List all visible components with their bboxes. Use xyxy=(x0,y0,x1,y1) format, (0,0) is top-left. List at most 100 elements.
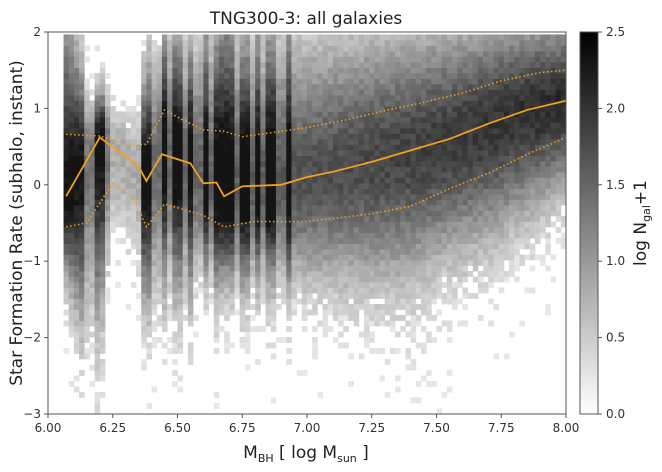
heatmap-cell xyxy=(322,78,329,85)
heatmap-cell xyxy=(395,303,401,310)
heatmap-cell xyxy=(410,358,417,365)
heatmap-cell xyxy=(452,138,458,145)
heatmap-cell xyxy=(431,193,437,200)
heatmap-cell xyxy=(332,287,339,294)
heatmap-cell xyxy=(208,204,215,211)
heatmap-cell xyxy=(374,265,380,272)
heatmap-cell xyxy=(218,133,225,140)
heatmap-cell xyxy=(317,155,323,162)
heatmap-cell xyxy=(483,210,489,217)
heatmap-cell xyxy=(89,292,96,299)
heatmap-cell xyxy=(332,50,339,57)
heatmap-cell xyxy=(457,243,463,250)
heatmap-cell xyxy=(182,210,189,217)
heatmap-cell xyxy=(379,50,386,57)
heatmap-cell xyxy=(73,270,80,277)
heatmap-cell xyxy=(224,210,230,217)
heatmap-cell xyxy=(239,138,246,145)
heatmap-cell xyxy=(503,210,510,217)
heatmap-cell xyxy=(338,276,344,283)
heatmap-cell xyxy=(410,155,417,162)
heatmap-cell xyxy=(255,215,261,222)
heatmap-cell xyxy=(415,199,422,206)
heatmap-cell xyxy=(415,232,422,239)
heatmap-cell xyxy=(363,116,370,123)
heatmap-cell xyxy=(363,144,370,151)
heatmap-cell xyxy=(89,281,96,288)
heatmap-cell xyxy=(420,171,427,178)
heatmap-cell xyxy=(462,83,468,90)
heatmap-cell xyxy=(545,265,551,272)
heatmap-cell xyxy=(198,259,204,266)
heatmap-cell xyxy=(146,204,152,211)
heatmap-cell xyxy=(156,248,163,255)
heatmap-cell xyxy=(141,243,147,250)
heatmap-cell xyxy=(374,254,380,261)
heatmap-cell xyxy=(84,144,90,151)
heatmap-cell xyxy=(84,336,90,343)
heatmap-cell xyxy=(167,265,173,272)
heatmap-cell xyxy=(286,182,292,189)
heatmap-cell xyxy=(172,226,178,233)
heatmap-cell xyxy=(213,204,220,211)
heatmap-cell xyxy=(477,193,484,200)
heatmap-cell xyxy=(193,193,199,200)
heatmap-cell xyxy=(462,94,468,101)
heatmap-cell xyxy=(244,248,251,255)
heatmap-cell xyxy=(441,122,448,129)
heatmap-cell xyxy=(338,298,344,305)
heatmap-cell xyxy=(187,94,194,101)
heatmap-cell xyxy=(301,160,308,167)
heatmap-cell xyxy=(255,34,261,41)
heatmap-cell xyxy=(99,276,106,283)
heatmap-cell xyxy=(94,292,101,299)
heatmap-cell xyxy=(358,331,365,338)
heatmap-cell xyxy=(483,56,489,63)
heatmap-cell xyxy=(115,171,121,178)
heatmap-cell xyxy=(452,188,458,195)
heatmap-cell xyxy=(519,116,525,123)
heatmap-cell xyxy=(301,325,308,332)
heatmap-cell xyxy=(363,342,370,349)
heatmap-cell xyxy=(363,232,370,239)
heatmap-cell xyxy=(327,166,334,173)
heatmap-cell xyxy=(172,336,178,343)
heatmap-cell xyxy=(270,342,277,349)
heatmap-cell xyxy=(327,287,334,294)
heatmap-cell xyxy=(94,369,101,376)
heatmap-cell xyxy=(327,226,334,233)
heatmap-cell xyxy=(79,149,85,156)
heatmap-cell xyxy=(322,56,329,63)
heatmap-cell xyxy=(203,94,209,101)
heatmap-cell xyxy=(218,122,225,129)
heatmap-cell xyxy=(317,199,323,206)
heatmap-cell xyxy=(94,364,101,371)
heatmap-cell xyxy=(363,298,370,305)
heatmap-cell xyxy=(452,166,458,173)
heatmap-cell xyxy=(146,259,152,266)
heatmap-cell xyxy=(104,133,111,140)
heatmap-cell xyxy=(327,292,334,299)
heatmap-cell xyxy=(488,193,494,200)
heatmap-cell xyxy=(73,34,80,41)
heatmap-cell xyxy=(457,320,463,327)
heatmap-cell xyxy=(498,265,505,272)
heatmap-cell xyxy=(110,111,116,118)
heatmap-cell xyxy=(457,281,463,288)
heatmap-cell xyxy=(493,226,500,233)
heatmap-cell xyxy=(89,254,96,261)
heatmap-cell xyxy=(462,144,468,151)
heatmap-cell xyxy=(73,342,80,349)
heatmap-cell xyxy=(151,166,158,173)
heatmap-cell xyxy=(120,144,127,151)
heatmap-cell xyxy=(203,78,209,85)
heatmap-cell xyxy=(99,320,106,327)
x-tick-label: 6.50 xyxy=(164,421,191,435)
heatmap-cell xyxy=(405,320,411,327)
heatmap-cell xyxy=(198,133,204,140)
heatmap-cell xyxy=(555,61,562,68)
heatmap-cell xyxy=(327,254,334,261)
heatmap-cell xyxy=(363,94,370,101)
heatmap-cell xyxy=(161,237,168,244)
heatmap-cell xyxy=(545,78,551,85)
